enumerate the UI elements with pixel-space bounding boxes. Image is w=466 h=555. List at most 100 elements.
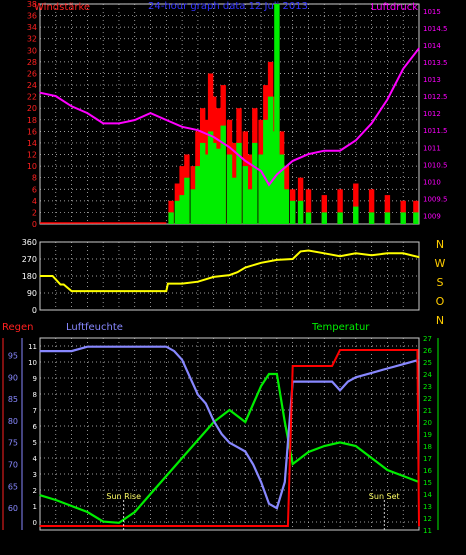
wind-speed-bar [252, 142, 258, 224]
humidity-line-point [228, 442, 231, 444]
humidity-line-point [276, 507, 278, 509]
rain-tick-label: 0 [33, 519, 37, 527]
wind-tick-label: 28 [27, 58, 37, 67]
pressure-line-point [71, 105, 73, 107]
rain-legend: Regen [2, 322, 34, 333]
wind-speed-bar [267, 96, 274, 224]
wind-speed-bar [274, 4, 280, 224]
humidity-line-point [307, 381, 310, 383]
pressure-line-point [213, 136, 215, 138]
direction-line-point [181, 283, 183, 285]
wind-tick-label: 18 [27, 116, 37, 125]
pressure-line-point [339, 150, 341, 152]
pressure-tick-label: 1014.5 [423, 25, 448, 33]
wind-tick-label: 12 [27, 151, 37, 160]
temperature-line-point [307, 451, 310, 453]
temperature-tick-label: 20 [423, 419, 432, 427]
humidity-line-point [39, 350, 41, 352]
wind-speed-bar [190, 189, 196, 224]
temperature-line-point [181, 457, 183, 459]
wind-tick-label: 16 [27, 127, 37, 136]
pressure-tick-label: 1010 [423, 178, 441, 186]
wind-gust-bar [368, 189, 375, 224]
rain-line-point [39, 525, 41, 527]
x-tick-label: 06 [130, 539, 140, 548]
temperature-line-point [284, 421, 286, 423]
direction-line-point [371, 254, 373, 256]
wind-speed-bar [368, 212, 375, 224]
x-tick-label: 16 [288, 539, 298, 548]
x-tick-label: 12 [224, 231, 234, 240]
rain-tick-label: 3 [33, 471, 37, 479]
temperature-line-point [86, 511, 88, 513]
rain-tick-label: 8 [33, 391, 37, 399]
wind-speed-bar [263, 119, 269, 224]
temperature-line-point [228, 409, 231, 411]
wind-speed-bar [283, 189, 290, 224]
pressure-line-point [39, 92, 41, 94]
wind-speed-bar [400, 212, 406, 224]
temperature-line-point [39, 494, 41, 496]
direction-tick-label: 90 [27, 289, 37, 298]
direction-line-point [244, 266, 246, 269]
temperature-line-point [149, 493, 152, 495]
humidity-tick-label: 80 [8, 417, 18, 426]
wind-tick-label: 8 [32, 174, 37, 183]
x-tick-label: 06 [130, 231, 140, 240]
pressure-line-point [307, 153, 310, 155]
wind-speed-bar [321, 212, 327, 224]
humidity-tick-label: 90 [8, 373, 18, 382]
x-tick-label: 04 [98, 539, 108, 548]
direction-line-point [386, 252, 388, 254]
direction-line-point [292, 258, 294, 260]
wind-gust-bar [384, 195, 391, 224]
direction-line-point [402, 252, 404, 254]
humidity-line-point [134, 346, 136, 348]
wind-speed-bar [413, 212, 419, 224]
pressure-tick-label: 1012 [423, 110, 441, 118]
pressure-line-point [55, 95, 57, 97]
x-tick-label: 02 [66, 539, 76, 548]
humidity-line-point [197, 394, 199, 396]
pressure-line-point [418, 47, 420, 49]
wind-speed-bar [297, 200, 304, 224]
rain-tick-label: 7 [33, 407, 37, 415]
wind-tick-label: 34 [27, 23, 37, 32]
direction-tick-label: 270 [22, 255, 37, 264]
temperature-line-point [260, 385, 262, 387]
wind-gust-bar [337, 189, 343, 224]
humidity-tick-label: 70 [8, 461, 18, 470]
humidity-tick-label: 95 [8, 351, 18, 360]
wind-axis-title: Windstärke [34, 2, 90, 13]
humidity-line-point [165, 346, 167, 348]
pressure-line-point [371, 122, 373, 124]
pressure-tick-label: 1013 [423, 76, 441, 84]
humidity-line-point [244, 450, 246, 453]
pressure-tick-label: 1013.5 [423, 59, 448, 67]
wind-tick-label: 6 [32, 185, 37, 194]
direction-line-point [339, 255, 341, 257]
wind-speed-bar [258, 154, 264, 224]
wind-speed-bar [247, 189, 253, 224]
humidity-line-point [323, 381, 325, 383]
rain-tick-label: 11 [28, 343, 37, 351]
humidity-line-point [260, 481, 262, 483]
pressure-line-point [268, 184, 270, 186]
x-tick-label: 18 [319, 231, 329, 240]
humidity-line-point [205, 402, 207, 405]
temperature-tick-label: 26 [423, 347, 432, 355]
pressure-axis-title: Luftdruck [371, 2, 418, 13]
temperature-tick-label: 15 [423, 479, 432, 487]
humidity-line-point [102, 346, 104, 348]
wind-speed-bar [195, 166, 201, 224]
temperature-line-point [71, 505, 73, 507]
humidity-tick-label: 85 [8, 395, 18, 404]
wind-tick-label: 20 [27, 104, 37, 113]
humidity-line-point [371, 372, 373, 374]
humidity-tick-label: 60 [8, 504, 18, 513]
temperature-line-point [55, 499, 57, 501]
pressure-line-point [165, 119, 167, 121]
pressure-line-point [228, 146, 231, 148]
temperature-tick-label: 23 [423, 383, 432, 391]
humidity-line-point [339, 389, 341, 391]
